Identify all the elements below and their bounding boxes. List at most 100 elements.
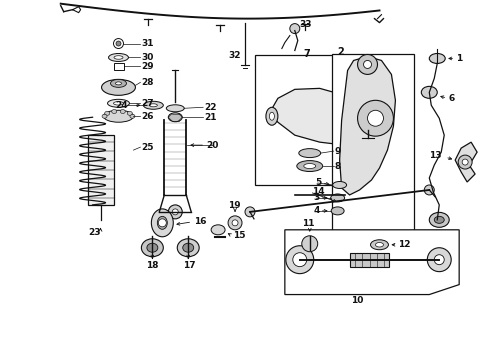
Text: 23: 23: [89, 228, 101, 237]
Ellipse shape: [114, 56, 123, 59]
Circle shape: [293, 253, 307, 267]
Text: 19: 19: [228, 201, 241, 210]
Text: 28: 28: [142, 78, 154, 87]
Ellipse shape: [183, 243, 194, 252]
Text: 20: 20: [206, 141, 219, 150]
Circle shape: [158, 219, 166, 227]
Ellipse shape: [130, 114, 135, 118]
Circle shape: [462, 159, 468, 165]
Ellipse shape: [112, 109, 117, 113]
Ellipse shape: [299, 149, 321, 158]
Ellipse shape: [116, 82, 122, 85]
Ellipse shape: [375, 243, 384, 247]
Ellipse shape: [370, 240, 389, 250]
Ellipse shape: [105, 111, 110, 115]
Circle shape: [172, 209, 178, 215]
Ellipse shape: [333, 181, 346, 189]
Text: 31: 31: [142, 39, 154, 48]
Ellipse shape: [421, 86, 437, 98]
Text: 3: 3: [314, 193, 320, 202]
Circle shape: [434, 255, 444, 265]
Circle shape: [114, 39, 123, 49]
Circle shape: [290, 24, 300, 33]
Text: 24: 24: [116, 101, 128, 110]
Ellipse shape: [177, 239, 199, 257]
Text: 22: 22: [204, 103, 217, 112]
Ellipse shape: [331, 207, 344, 215]
Circle shape: [168, 205, 182, 219]
Ellipse shape: [297, 161, 323, 171]
Circle shape: [427, 248, 451, 272]
Bar: [114, 63, 124, 71]
Text: 4: 4: [314, 206, 320, 215]
Text: 32: 32: [228, 51, 241, 60]
Text: 7: 7: [304, 49, 311, 59]
Text: 10: 10: [351, 296, 364, 305]
Text: 6: 6: [448, 94, 454, 103]
Ellipse shape: [331, 194, 344, 202]
Ellipse shape: [121, 109, 125, 113]
Ellipse shape: [270, 112, 274, 120]
Text: 15: 15: [233, 231, 245, 240]
Text: 13: 13: [429, 150, 442, 159]
Text: 26: 26: [142, 112, 154, 121]
Text: 27: 27: [142, 99, 154, 108]
Bar: [88, 135, 114, 205]
Circle shape: [286, 246, 314, 274]
Text: 11: 11: [302, 219, 314, 228]
Text: 8: 8: [335, 162, 341, 171]
Ellipse shape: [111, 80, 126, 87]
Circle shape: [363, 113, 372, 123]
Text: 30: 30: [142, 53, 154, 62]
Ellipse shape: [108, 54, 128, 62]
Ellipse shape: [168, 113, 182, 122]
Text: 17: 17: [183, 261, 196, 270]
Ellipse shape: [103, 110, 133, 122]
Ellipse shape: [144, 101, 163, 109]
Bar: [332, 54, 415, 272]
Ellipse shape: [114, 102, 123, 105]
Polygon shape: [285, 230, 459, 294]
Text: 9: 9: [335, 147, 341, 156]
Text: 5: 5: [316, 179, 322, 188]
Text: 29: 29: [142, 62, 154, 71]
Circle shape: [116, 41, 121, 46]
Text: 12: 12: [398, 240, 411, 249]
Ellipse shape: [149, 104, 157, 107]
Ellipse shape: [429, 212, 449, 227]
Circle shape: [245, 207, 255, 217]
Ellipse shape: [304, 163, 316, 168]
Ellipse shape: [266, 107, 278, 125]
Ellipse shape: [166, 105, 184, 112]
Ellipse shape: [157, 216, 167, 229]
Text: 1: 1: [456, 54, 463, 63]
Circle shape: [368, 110, 384, 126]
Ellipse shape: [429, 54, 445, 63]
Text: 16: 16: [194, 217, 207, 226]
Text: 33: 33: [300, 20, 312, 29]
Ellipse shape: [147, 243, 158, 252]
Polygon shape: [455, 142, 477, 182]
Text: 2: 2: [338, 48, 344, 58]
Bar: [349, 253, 390, 267]
Circle shape: [358, 54, 377, 75]
Circle shape: [364, 60, 371, 68]
Text: 14: 14: [312, 188, 324, 197]
Text: 25: 25: [142, 143, 154, 152]
Polygon shape: [340, 57, 395, 195]
Circle shape: [358, 100, 393, 136]
Circle shape: [302, 236, 318, 252]
Ellipse shape: [434, 216, 444, 223]
Text: 21: 21: [204, 113, 217, 122]
Circle shape: [356, 106, 379, 130]
Ellipse shape: [142, 239, 163, 257]
Text: 18: 18: [147, 261, 159, 270]
Circle shape: [424, 185, 434, 195]
Circle shape: [232, 220, 238, 226]
Ellipse shape: [107, 99, 129, 107]
Circle shape: [228, 216, 242, 230]
Ellipse shape: [101, 80, 135, 95]
Circle shape: [458, 155, 472, 169]
Polygon shape: [270, 88, 368, 145]
Ellipse shape: [151, 209, 173, 237]
